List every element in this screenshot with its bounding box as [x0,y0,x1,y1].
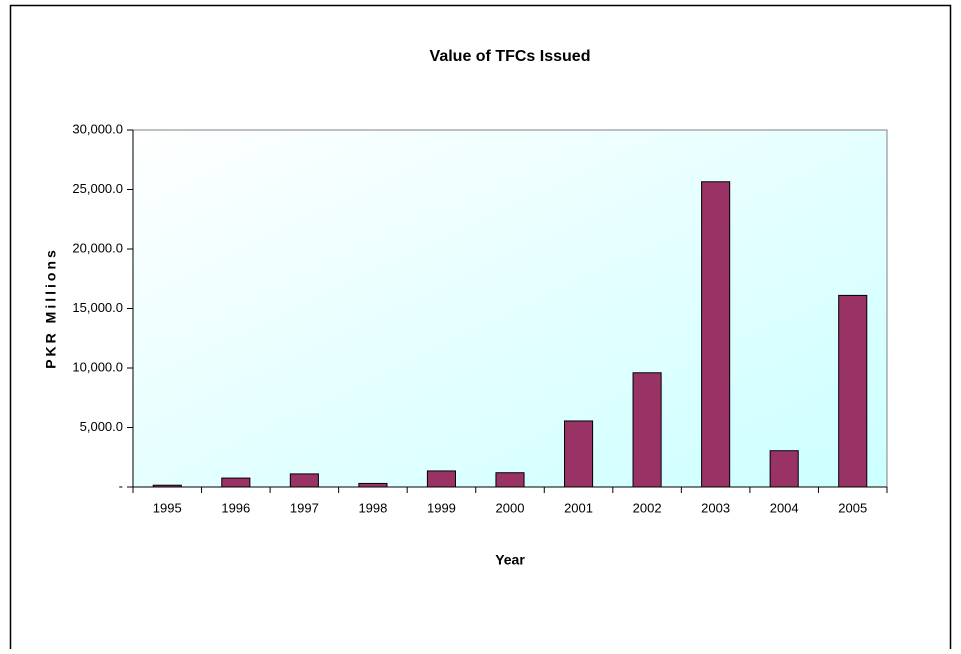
bar [426,470,457,488]
x-tick-label: 1995 [153,500,182,515]
plot-area [132,129,888,488]
x-tick-label: 2005 [838,500,867,515]
y-tick-label: 15,000.0 [72,300,123,315]
y-tick-label: 20,000.0 [72,240,123,255]
bar [221,477,251,488]
bar [495,472,525,488]
y-axis-title: PKR Millions [43,247,59,369]
x-tick-label: 2001 [564,500,593,515]
bar [838,294,868,488]
frame [9,4,952,649]
y-tick-label: 25,000.0 [72,181,123,196]
x-tick-label: 2000 [496,500,525,515]
x-tick-label: 2003 [701,500,730,515]
bar [358,482,388,488]
bar [563,420,594,488]
x-tick-label: 1997 [290,500,319,515]
bar [632,372,662,488]
x-tick-label: 1999 [427,500,456,515]
x-tick-label: 2004 [770,500,799,515]
x-tick-label: 1998 [358,500,387,515]
y-tick-label: 30,000.0 [72,121,123,136]
chart-title: Value of TFCs Issued [430,48,591,65]
y-tick-label: 10,000.0 [72,359,123,374]
y-tick-label: 5,000.0 [80,419,123,434]
bar [769,450,799,488]
bar [289,473,319,488]
bar [152,484,182,488]
x-axis-title: Year [495,552,525,568]
bar [701,181,731,488]
x-tick-label: 1996 [221,500,250,515]
y-tick-label: - [119,478,123,493]
x-tick-label: 2002 [633,500,662,515]
